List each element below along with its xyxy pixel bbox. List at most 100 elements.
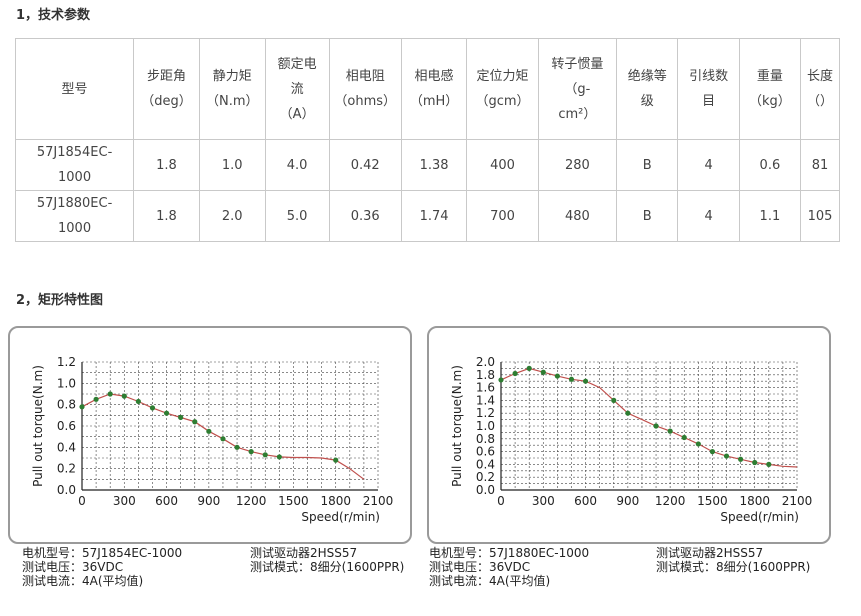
- table-cell: 400: [466, 139, 539, 191]
- header-cell: 引线数 目: [677, 38, 740, 140]
- x-axis-label: Speed(r/min): [720, 510, 799, 524]
- y-tick-label: 2.0: [476, 355, 495, 369]
- section-1-title: 1，技术参数: [16, 8, 91, 23]
- x-tick-label: 1800: [320, 494, 351, 508]
- table-cell: 5.0: [264, 190, 330, 242]
- torque-chart-1: 0 300 600 900 1200 1500 1800 2100 0.0 0.2 0.4 0.6 0.…: [31, 355, 394, 524]
- x-tick-label: 900: [616, 494, 639, 508]
- y-tick-label: 1.8: [476, 368, 495, 382]
- data-point: [149, 405, 156, 411]
- x-tick-label: 1500: [278, 494, 309, 508]
- caption-mode-2: 测试模式：8细分(1600PPR): [656, 560, 811, 574]
- x-tick-label: 2100: [363, 494, 394, 508]
- y-tick-label: 1.0: [476, 419, 495, 433]
- header-cell: 型号: [14, 38, 135, 140]
- x-tick-label: 900: [197, 494, 220, 508]
- data-point: [540, 369, 546, 375]
- y-tick-label: 0.0: [57, 483, 76, 497]
- data-point: [512, 370, 518, 377]
- data-point: [498, 377, 504, 383]
- data-point: [611, 397, 617, 403]
- x-axis-label: Speed(r/min): [301, 510, 380, 524]
- header-cell: 相电感 （mH）: [400, 38, 468, 140]
- data-point: [163, 410, 170, 416]
- data-point: [220, 436, 226, 442]
- header-cell: 相电阻 （ohms）: [328, 38, 402, 140]
- data-point: [653, 423, 659, 429]
- table-cell: 4.0: [264, 139, 330, 191]
- table-cell: 57J1880EC- 1000: [14, 190, 135, 242]
- data-point: [192, 419, 198, 425]
- data-point: [582, 378, 589, 384]
- chart-panel-2: 0 300 600 900 1200 1500 1800 2100 0.0 0.2 0.4 0.6 0.…: [427, 326, 831, 544]
- table-cell: B: [616, 190, 679, 242]
- header-cell: 绝缘等 级: [616, 38, 679, 140]
- header-cell: 转子惯量 （g- cm²）: [537, 38, 618, 140]
- data-point: [206, 428, 212, 434]
- caption-current-1: 测试电流：4A(平均值): [22, 574, 144, 588]
- x-tick-label: 300: [113, 494, 136, 508]
- y-tick-label: 0.4: [57, 440, 76, 454]
- data-point: [121, 393, 127, 399]
- table-row: 57J1880EC- 1000 1.8 2.0 5.0 0.36 1.74 70…: [14, 190, 841, 242]
- data-point: [262, 452, 268, 458]
- table-cell: 0.42: [328, 139, 402, 191]
- x-tick-label: 0: [78, 494, 86, 508]
- caption-driver-2: 测试驱动器2HSS57: [656, 546, 764, 560]
- y-tick-label: 0.4: [476, 457, 495, 471]
- y-tick-label: 1.0: [57, 376, 76, 390]
- table-cell: 4: [677, 139, 740, 191]
- chart-panel-1: 0 300 600 900 1200 1500 1800 2100 0.0 0.2 0.4 0.6 0.…: [8, 326, 412, 544]
- caption-current-2: 测试电流：4A(平均值): [429, 574, 551, 588]
- data-point: [681, 434, 687, 441]
- x-tick-label: 1200: [655, 494, 686, 508]
- data-point: [738, 456, 744, 462]
- y-tick-label: 0.6: [476, 445, 495, 459]
- header-cell: 静力矩 （N.m）: [198, 38, 266, 140]
- caption-driver-1: 测试驱动器2HSS57: [250, 546, 358, 560]
- y-tick-label: 0.8: [57, 398, 76, 412]
- table-cell: 1.8: [133, 190, 200, 242]
- x-tick-label: 300: [532, 494, 555, 508]
- header-cell: 重量 （kg）: [738, 38, 801, 140]
- spec-table: 型号 步距角 （deg） 静力矩 （N.m） 额定电 流 （A） 相电阻 （oh…: [14, 38, 841, 242]
- caption-voltage-1: 测试电压：36VDC: [22, 560, 124, 574]
- data-point: [248, 449, 254, 455]
- table-row: 57J1854EC- 1000 1.8 1.0 4.0 0.42 1.38 40…: [14, 139, 841, 191]
- x-tick-label: 1500: [697, 494, 728, 508]
- data-point: [625, 410, 631, 416]
- torque-chart-2: 0 300 600 900 1200 1500 1800 2100 0.00.20.40.60.…: [450, 355, 813, 524]
- data-point: [695, 441, 701, 447]
- y-axis-label: Pull out torque(N.m): [450, 365, 464, 487]
- y-tick-label: 1.2: [57, 355, 76, 369]
- caption-motor-model-1: 电机型号：57J1854EC-1000: [22, 546, 183, 560]
- y-tick-label: 1.6: [476, 381, 495, 395]
- data-point: [107, 391, 113, 397]
- torque-curve: [500, 367, 798, 468]
- table-cell: 0.36: [328, 190, 402, 242]
- caption-voltage-2: 测试电压：36VDC: [429, 560, 531, 574]
- header-cell: 定位力矩 （gcm）: [466, 38, 539, 140]
- y-tick-label: 0.6: [57, 419, 76, 433]
- header-cell: 长度 （）: [799, 38, 841, 140]
- data-point: [752, 459, 758, 466]
- table-cell: B: [616, 139, 679, 191]
- caption-motor-model-2: 电机型号：57J1880EC-1000: [429, 546, 590, 560]
- table-header-row: 型号 步距角 （deg） 静力矩 （N.m） 额定电 流 （A） 相电阻 （oh…: [14, 38, 841, 140]
- section-2-title: 2，矩形特性图: [16, 293, 104, 308]
- table-cell: 2.0: [198, 190, 266, 242]
- x-tick-label: 2100: [782, 494, 813, 508]
- table-cell: 105: [799, 190, 841, 242]
- header-cell: 步距角 （deg）: [133, 38, 200, 140]
- table-cell: 480: [537, 190, 618, 242]
- caption-mode-1: 测试模式：8细分(1600PPR): [250, 560, 405, 574]
- table-cell: 1.0: [198, 139, 266, 191]
- table-cell: 4: [677, 190, 740, 242]
- data-point: [709, 449, 716, 455]
- table-cell: 280: [537, 139, 618, 191]
- y-tick-label: 0.2: [57, 462, 76, 476]
- data-point: [178, 414, 184, 421]
- x-tick-label: 0: [497, 494, 505, 508]
- table-cell: 1.38: [400, 139, 468, 191]
- table-cell: 81: [799, 139, 841, 191]
